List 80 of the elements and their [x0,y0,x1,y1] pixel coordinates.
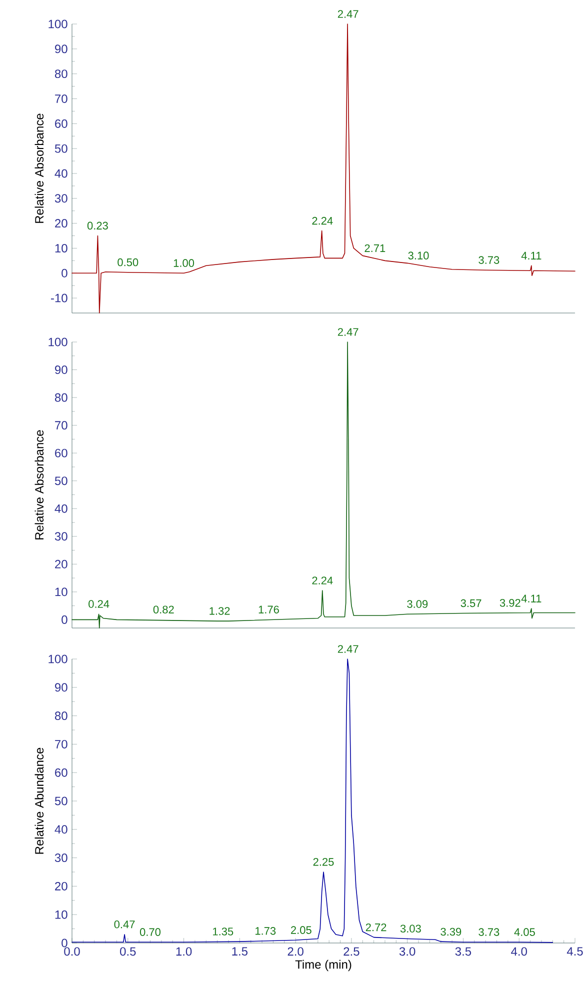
y-tick-label: 100 [48,20,68,28]
y-tick-label: 20 [55,560,68,568]
y-tick-label: 60 [55,768,68,777]
annotation: 0.82 [153,606,174,614]
y-tick-label: 60 [55,119,68,128]
y-tick-label: 0 [62,268,68,278]
annotation: 0.23 [87,222,108,230]
y-tick-label: 30 [54,532,68,541]
x-axis-title: Time (min) [295,960,352,972]
x-tick-label: 2.5 [344,947,360,956]
annotation: 3.92 [500,599,520,607]
x-tick-label: 1.0 [176,947,192,956]
annotation: 2.71 [364,244,386,252]
y-tick-label: 40 [54,504,68,513]
y-tick-label: 70 [55,421,68,430]
line-series [72,342,576,628]
annotation: 1.35 [213,928,234,936]
y-tick-label: 10 [55,910,68,919]
annotation: 2.05 [290,926,312,934]
y-axis-title: Relative Abundance [34,748,44,854]
y-tick-label: 50 [54,476,68,486]
annotation: 4.11 [521,594,542,602]
y-axis-title: Relative Absorbance [34,114,44,223]
y-tick-label: 60 [55,448,68,458]
y-tick-label: 0 [62,615,68,624]
y-tick-label: 90 [55,366,68,374]
y-tick-label: 50 [54,796,68,806]
y-tick-label: 40 [54,825,68,834]
annotation: 1.32 [210,607,230,615]
annotation: 3.57 [460,599,482,608]
x-tick-label: 3.5 [455,947,472,956]
y-tick-label: 100 [48,338,68,346]
y-tick-label: 80 [54,712,68,720]
y-tick-label: -10 [50,294,68,302]
annotation: 2.25 [313,858,334,866]
y-tick-label: 10 [55,588,68,596]
x-tick-label: 0.5 [120,947,136,956]
y-tick-label: 80 [54,70,68,78]
x-tick-label: 3.0 [399,947,416,956]
annotation: 3.10 [408,252,429,260]
y-tick-label: 30 [54,854,68,862]
annotation: 4.11 [521,252,542,260]
y-tick-label: 0 [62,938,68,948]
x-tick-label: 4.0 [511,947,527,956]
y-tick-label: 50 [54,144,68,153]
annotation: 2.24 [312,216,333,225]
annotation: 0.70 [140,928,161,936]
annotation: 0.24 [88,600,110,608]
annotation: 3.39 [440,928,462,936]
y-tick-label: 20 [55,882,68,890]
y-tick-label: 80 [54,393,68,402]
y-tick-label: 70 [55,740,68,748]
y-tick-label: 40 [54,169,68,178]
annotation: 2.47 [338,328,358,336]
y-axis-title: Relative Absorbance [34,430,44,540]
x-tick-label: 0.0 [64,947,80,956]
y-tick-label: 90 [55,44,68,54]
annotation: 0.47 [114,920,135,928]
annotation: 4.05 [514,928,535,936]
annotation: 3.73 [478,256,500,264]
annotation: 3.73 [478,928,500,936]
annotation: 1.73 [256,927,276,935]
x-tick-label: 4.5 [566,947,583,956]
y-tick-label: 10 [55,244,68,252]
annotation: 2.24 [312,576,333,584]
annotation: 1.00 [174,259,194,267]
x-tick-label: 1.5 [232,947,248,956]
y-tick-label: 70 [55,94,68,103]
y-tick-label: 30 [54,194,68,203]
y-tick-label: 20 [55,219,68,228]
annotation: 3.09 [407,600,428,608]
annotation: 1.76 [258,606,279,614]
y-tick-label: 90 [55,683,68,692]
annotation: 2.72 [366,923,386,932]
x-tick-label: 2.0 [288,947,304,956]
annotation: 2.47 [338,645,358,653]
y-tick-label: 100 [48,654,68,664]
annotation: 3.03 [400,924,421,933]
annotation: 2.47 [338,10,358,18]
annotation: 0.50 [118,258,138,266]
